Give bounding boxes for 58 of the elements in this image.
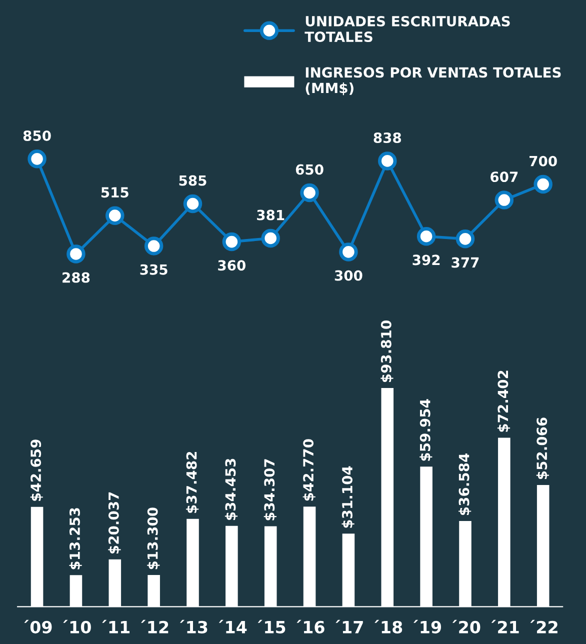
x-tick-label: ´21 [491, 620, 519, 634]
x-tick-label: ´17 [336, 620, 363, 634]
data-label: 607 [490, 172, 518, 182]
data-label: $13.300 [147, 508, 160, 570]
legend-label: INGRESOS POR VENTAS TOTALES (MM$) [306, 67, 561, 96]
point [378, 152, 397, 170]
data-label: 288 [62, 272, 90, 283]
data-label: $42.659 [30, 440, 43, 501]
data-label: 850 [23, 130, 51, 141]
data-label: $59.954 [420, 399, 432, 461]
x-tick-label: ´18 [374, 620, 402, 634]
data-label: $31.104 [342, 466, 354, 528]
x-tick-label: ´10 [63, 620, 91, 634]
point [183, 194, 202, 214]
point [222, 232, 242, 252]
point [28, 150, 46, 168]
x-tick-label: ´19 [414, 620, 442, 634]
point [66, 244, 86, 264]
x-tick-label: ´11 [102, 620, 130, 634]
data-label: $42.770 [302, 439, 316, 501]
data-label: 515 [101, 187, 128, 198]
x-tick-label: ´15 [258, 620, 286, 634]
data-label: $34.307 [264, 459, 276, 520]
data-label: $13.253 [69, 508, 82, 570]
data-label: 650 [296, 164, 324, 175]
point [534, 174, 552, 194]
legend-label: UNIDADES ESCRITURADAS TOTALES [304, 16, 510, 42]
x-tick-label: ´09 [24, 620, 52, 634]
data-label: $93.810 [380, 320, 394, 382]
data-label: $52.066 [536, 418, 549, 480]
data-label: $20.037 [108, 492, 121, 554]
point [494, 190, 514, 210]
point [144, 236, 164, 256]
data-label: 377 [452, 257, 479, 268]
point [416, 227, 436, 246]
data-label: $36.584 [458, 453, 472, 516]
data-label: 381 [257, 210, 284, 220]
data-label: 360 [218, 260, 246, 271]
data-label: 700 [530, 156, 557, 166]
point [106, 206, 124, 225]
point [456, 230, 475, 248]
point [339, 242, 358, 262]
x-tick-label: ´20 [452, 620, 480, 634]
data-label: 585 [179, 175, 206, 186]
point [261, 228, 280, 248]
data-label: 300 [334, 270, 362, 281]
data-label: 838 [374, 132, 402, 143]
point [300, 183, 319, 202]
x-tick-label: ´16 [296, 620, 324, 634]
data-label: $72.402 [497, 370, 510, 432]
data-label: $37.482 [186, 452, 199, 513]
data-label: $34.453 [224, 458, 238, 520]
data-label: 392 [412, 254, 440, 266]
x-tick-label: ´12 [141, 620, 168, 634]
data-label: 335 [140, 264, 168, 275]
x-tick-label: ´14 [218, 620, 247, 634]
x-tick-label: ´22 [530, 620, 558, 634]
x-tick-label: ´13 [180, 620, 208, 634]
